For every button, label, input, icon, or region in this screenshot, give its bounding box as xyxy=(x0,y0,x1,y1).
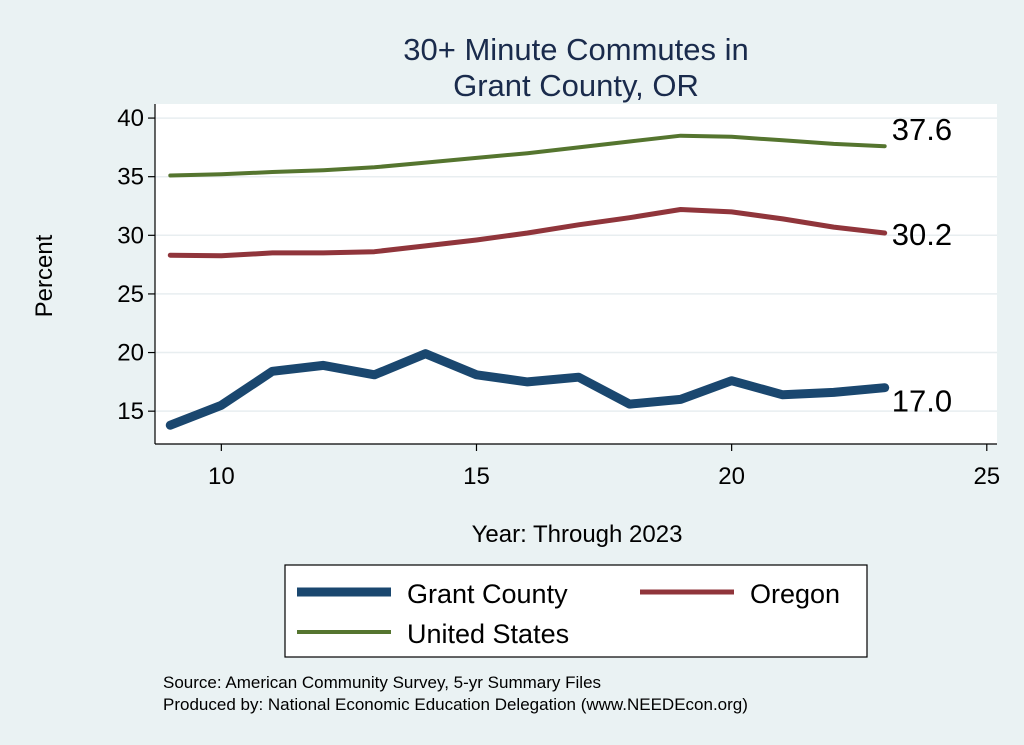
legend-label-united-states: United States xyxy=(407,619,569,649)
series-lines xyxy=(165,133,890,430)
x-tick-label: 15 xyxy=(463,463,490,490)
x-axis-title: Year: Through 2023 xyxy=(472,521,683,548)
series-line-oregon xyxy=(167,207,888,259)
producer-note: Produced by: National Economic Education… xyxy=(163,695,748,714)
x-tick-label: 25 xyxy=(973,463,1000,490)
tick-labels: 15 20 25 30 35 40 10 15 20 25 xyxy=(117,105,1000,490)
y-tick-label: 20 xyxy=(117,340,144,367)
source-note: Source: American Community Survey, 5-yr … xyxy=(163,673,601,692)
y-tick-label: 30 xyxy=(117,222,144,249)
chart-title-line-2: Grant County, OR xyxy=(453,68,699,103)
y-tick-label: 40 xyxy=(117,105,144,132)
y-axis-title: Percent xyxy=(31,234,58,317)
chart-title-line-1: 30+ Minute Commutes in xyxy=(403,32,748,67)
y-tick-label: 35 xyxy=(117,164,144,191)
series-line-grant-county xyxy=(165,349,890,430)
x-tick-label: 20 xyxy=(718,463,745,490)
end-labels: 17.0 30.2 37.6 xyxy=(892,112,952,419)
series-line-united-states xyxy=(168,133,887,178)
end-label-oregon: 30.2 xyxy=(892,217,952,252)
legend-label-oregon: Oregon xyxy=(750,579,840,609)
axes xyxy=(148,104,997,451)
y-tick-label: 25 xyxy=(117,281,144,308)
legend-label-grant-county: Grant County xyxy=(407,579,568,609)
x-tick-label: 10 xyxy=(208,463,235,490)
legend-box xyxy=(284,564,868,658)
legend: Grant County Oregon United States xyxy=(297,579,840,649)
y-tick-label: 15 xyxy=(117,398,144,425)
gridlines xyxy=(155,117,997,412)
end-label-grant-county: 17.0 xyxy=(892,384,952,419)
end-label-united-states: 37.6 xyxy=(892,112,952,147)
